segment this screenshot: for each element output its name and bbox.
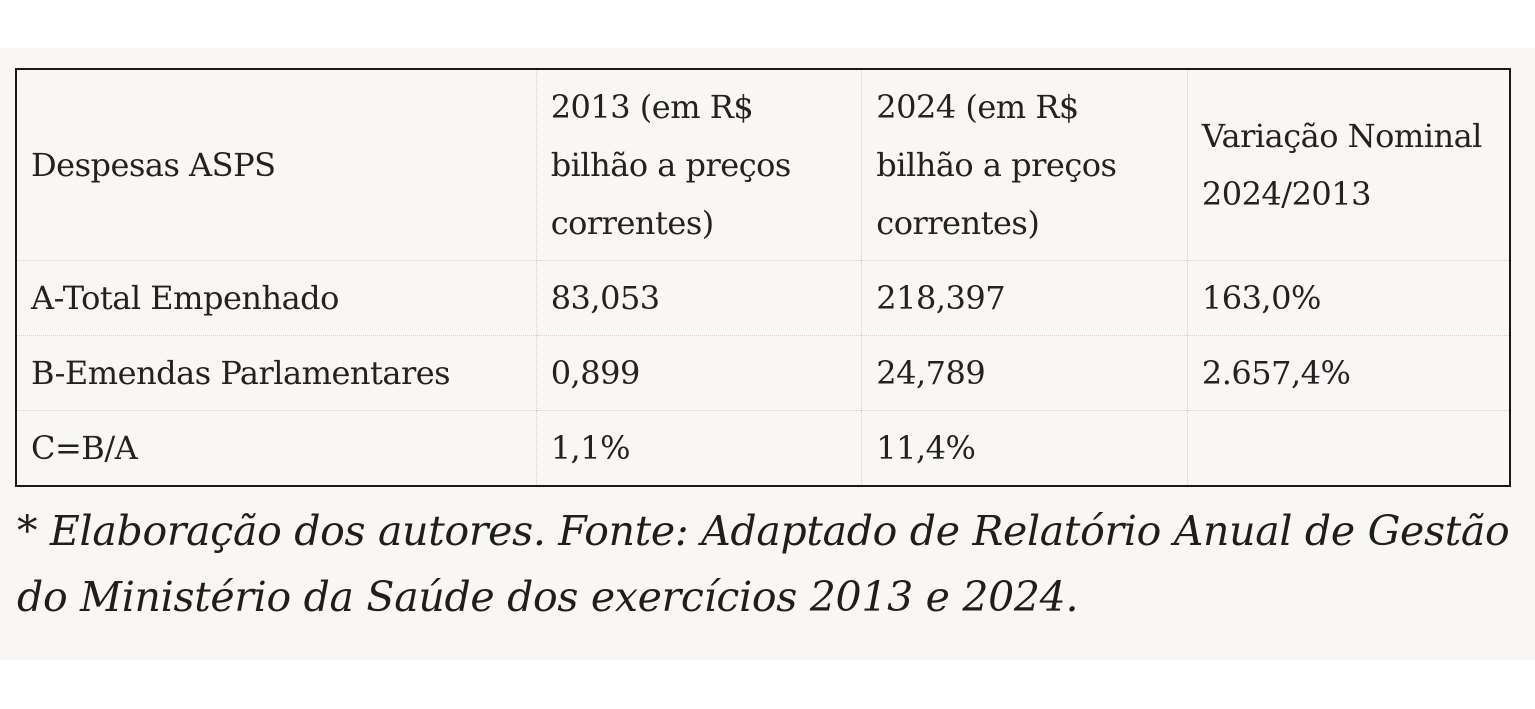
- source-footnote: * Elaboração dos autores. Fonte: Adaptad…: [17, 507, 1510, 621]
- row-label: B-Emendas Parlamentares: [16, 335, 537, 411]
- table-row: A-Total Empenhado 83,053 218,397 163,0%: [16, 260, 1510, 336]
- value-2024: 218,397: [861, 260, 1188, 336]
- table-header-row: Despesas ASPS 2013 (em R$ bilhão a preço…: [16, 69, 1510, 261]
- content-panel: Despesas ASPS 2013 (em R$ bilhão a preço…: [0, 48, 1535, 660]
- row-label: C=B/A: [16, 410, 537, 486]
- value-variation: [1186, 410, 1510, 486]
- value-2024: 24,789: [861, 335, 1188, 411]
- header-cell-category: Despesas ASPS: [31, 146, 276, 184]
- table-row: C=B/A 1,1% 11,4%: [16, 410, 1510, 486]
- row-label: A-Total Empenhado: [16, 260, 537, 336]
- value-2013: 0,899: [535, 335, 862, 411]
- header-cell-2024: 2024 (em R$ bilhão a preços correntes): [861, 69, 1188, 261]
- table-row: B-Emendas Parlamentares 0,899 24,789 2.6…: [16, 335, 1510, 411]
- header-cell-variation: Variação Nominal 2024/2013: [1186, 69, 1510, 261]
- value-2024: 11,4%: [861, 410, 1188, 486]
- value-variation: 2.657,4%: [1186, 335, 1510, 411]
- header-cell-2013: 2013 (em R$ bilhão a preços correntes): [535, 69, 862, 261]
- value-2013: 1,1%: [535, 410, 862, 486]
- expenses-table: Despesas ASPS 2013 (em R$ bilhão a preço…: [15, 68, 1511, 487]
- value-variation: 163,0%: [1186, 260, 1510, 336]
- value-2013: 83,053: [535, 260, 862, 336]
